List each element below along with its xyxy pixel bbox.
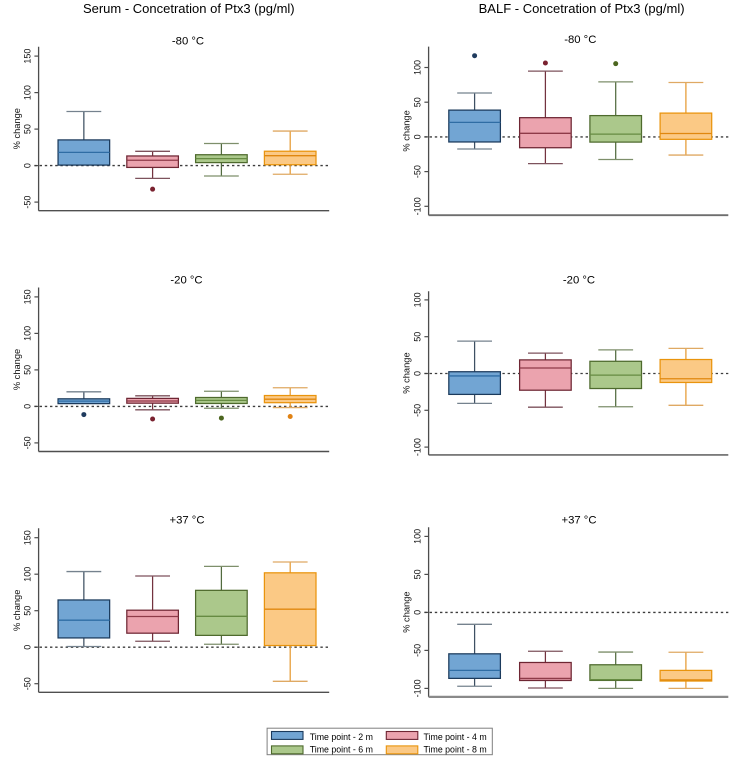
svg-text:100: 100 <box>23 85 33 100</box>
svg-text:100: 100 <box>413 529 423 544</box>
svg-text:0: 0 <box>413 610 423 615</box>
svg-text:150: 150 <box>23 530 33 545</box>
svg-text:-50: -50 <box>413 644 423 657</box>
svg-text:-50: -50 <box>413 165 423 178</box>
svg-text:50: 50 <box>23 124 33 134</box>
svg-text:150: 150 <box>23 289 33 304</box>
svg-text:-50: -50 <box>23 677 33 690</box>
svg-text:-50: -50 <box>413 404 423 417</box>
svg-text:Time point - 2 m: Time point - 2 m <box>310 732 373 742</box>
svg-text:50: 50 <box>413 569 423 579</box>
svg-text:-100: -100 <box>413 197 423 215</box>
svg-text:+37 °C: +37 °C <box>562 515 597 527</box>
svg-text:100: 100 <box>413 60 423 75</box>
svg-text:0: 0 <box>23 163 33 168</box>
svg-text:50: 50 <box>23 606 33 616</box>
svg-text:150: 150 <box>23 49 33 64</box>
svg-text:100: 100 <box>23 326 33 341</box>
svg-text:% change: % change <box>12 108 22 149</box>
svg-text:% change: % change <box>12 349 22 390</box>
svg-text:100: 100 <box>23 567 33 582</box>
svg-text:-80 °C: -80 °C <box>172 36 204 48</box>
svg-text:-100: -100 <box>413 438 423 456</box>
svg-text:+37 °C: +37 °C <box>170 515 205 527</box>
svg-text:Time point - 6 m: Time point - 6 m <box>310 745 373 755</box>
svg-text:BALF - Concetration of Ptx3 (p: BALF - Concetration of Ptx3 (pg/ml) <box>479 1 685 16</box>
svg-text:50: 50 <box>413 332 423 342</box>
svg-text:-80 °C: -80 °C <box>564 34 596 46</box>
svg-text:-50: -50 <box>23 436 33 449</box>
svg-text:100: 100 <box>413 292 423 307</box>
svg-text:0: 0 <box>23 645 33 650</box>
svg-text:Serum - Concetration of Ptx3 (: Serum - Concetration of Ptx3 (pg/ml) <box>83 1 295 16</box>
svg-text:% change: % change <box>401 352 411 393</box>
svg-text:Time point - 8 m: Time point - 8 m <box>424 745 487 755</box>
svg-text:% change: % change <box>12 590 22 631</box>
svg-text:-50: -50 <box>23 196 33 209</box>
svg-text:Time point - 4 m: Time point - 4 m <box>424 732 487 742</box>
svg-text:50: 50 <box>413 97 423 107</box>
svg-text:-20 °C: -20 °C <box>170 275 202 287</box>
svg-text:-100: -100 <box>413 679 423 697</box>
svg-text:0: 0 <box>413 134 423 139</box>
svg-text:-20 °C: -20 °C <box>563 275 595 287</box>
svg-text:% change: % change <box>401 110 411 151</box>
svg-text:% change: % change <box>401 591 411 632</box>
svg-text:0: 0 <box>23 404 33 409</box>
svg-text:0: 0 <box>413 371 423 376</box>
svg-text:50: 50 <box>23 365 33 375</box>
